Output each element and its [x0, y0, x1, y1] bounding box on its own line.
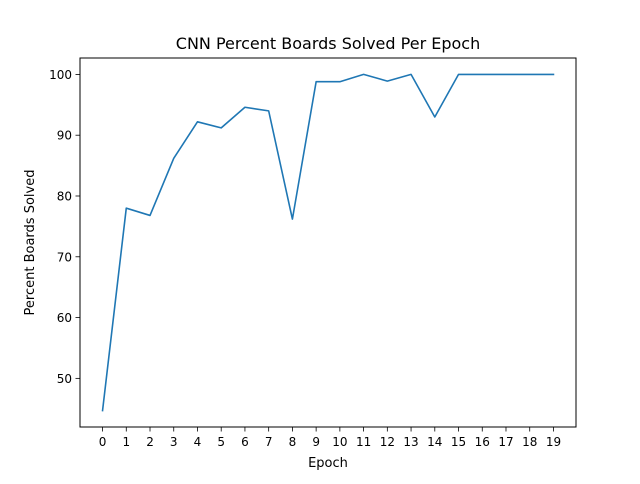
- x-tick-label: 7: [265, 435, 273, 449]
- x-tick-label: 15: [451, 435, 466, 449]
- x-tick-label: 4: [194, 435, 202, 449]
- x-tick-label: 16: [475, 435, 490, 449]
- x-tick-label: 18: [522, 435, 537, 449]
- x-tick-label: 8: [289, 435, 297, 449]
- x-tick-label: 17: [498, 435, 513, 449]
- x-tick-label: 12: [380, 435, 395, 449]
- x-tick-label: 0: [99, 435, 107, 449]
- x-tick-label: 11: [356, 435, 371, 449]
- x-tick-label: 13: [403, 435, 418, 449]
- y-tick-label: 70: [57, 250, 72, 264]
- x-tick-label: 6: [241, 435, 249, 449]
- y-axis-label: Percent Boards Solved: [23, 170, 38, 316]
- y-tick-label: 50: [57, 372, 72, 386]
- x-tick-label: 5: [217, 435, 225, 449]
- x-tick-label: 10: [332, 435, 347, 449]
- x-axis-label: Epoch: [308, 456, 348, 471]
- y-tick-label: 60: [57, 311, 72, 325]
- x-tick-label: 1: [122, 435, 130, 449]
- y-tick-label: 80: [57, 189, 72, 203]
- x-tick-label: 9: [312, 435, 320, 449]
- x-tick-label: 19: [546, 435, 561, 449]
- chart-title: CNN Percent Boards Solved Per Epoch: [176, 34, 480, 53]
- y-tick-label: 100: [49, 68, 72, 82]
- x-tick-label: 14: [427, 435, 442, 449]
- x-tick-label: 2: [146, 435, 154, 449]
- y-tick-label: 90: [57, 129, 72, 143]
- x-tick-label: 3: [170, 435, 178, 449]
